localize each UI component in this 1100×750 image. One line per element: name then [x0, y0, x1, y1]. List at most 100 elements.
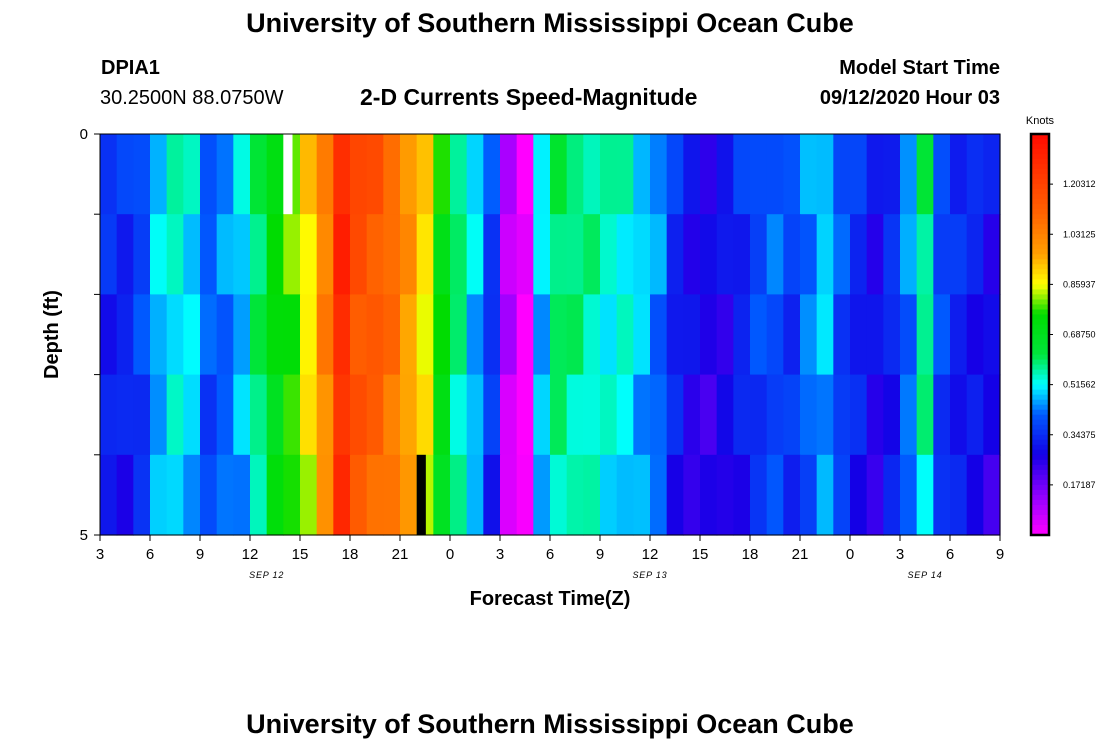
colorbar-segment [1031, 354, 1049, 361]
colorbar-segment [1031, 274, 1049, 280]
colorbar-segment [1031, 519, 1049, 526]
heatmap-cell [583, 454, 601, 536]
colorbar-tick-label: 0.17187 [1063, 480, 1096, 490]
x-tick-label: 12 [242, 546, 259, 563]
heatmap-cell [300, 134, 318, 215]
heatmap-cell [700, 374, 718, 456]
heatmap-cell [400, 454, 418, 536]
colorbar-segment [1031, 219, 1049, 225]
x-tick-label: 9 [196, 546, 204, 563]
heatmap-cell [116, 134, 134, 215]
colorbar-segment [1031, 229, 1049, 235]
heatmap-cell [733, 134, 751, 215]
heatmap-cell [933, 294, 951, 376]
heatmap-cell [450, 454, 468, 536]
model-start-label: Model Start Time [839, 57, 1000, 79]
heatmap-cell [650, 374, 668, 456]
colorbar-segment [1031, 494, 1049, 501]
heatmap-cell [133, 374, 151, 456]
heatmap-cell [133, 214, 151, 295]
heatmap-cell [133, 454, 151, 536]
heatmap-cell [550, 454, 568, 536]
colorbar-segment [1031, 159, 1049, 165]
heatmap-cell [966, 294, 984, 376]
heatmap-cell [500, 374, 518, 456]
heatmap-cell [150, 214, 168, 295]
heatmap-cell [616, 214, 634, 295]
heatmap-cell [500, 294, 518, 376]
heatmap-cell [866, 374, 884, 456]
heatmap-cell [266, 214, 284, 295]
colorbar-segment [1031, 374, 1049, 381]
heatmap-cell [800, 294, 818, 376]
heatmap-cell [783, 374, 801, 456]
heatmap-cell [116, 214, 134, 295]
heatmap-cell [833, 454, 851, 536]
heatmap-cell [433, 214, 451, 295]
heatmap-cell [816, 374, 834, 456]
heatmap-cell [233, 294, 251, 376]
heatmap-cell [216, 454, 234, 536]
heatmap-cell [316, 134, 334, 215]
heatmap-cell [533, 454, 551, 536]
heatmap-cell [600, 214, 618, 295]
heatmap-cell [750, 134, 768, 215]
heatmap-cell [433, 134, 451, 215]
heatmap-cell [816, 454, 834, 536]
colorbar-segment [1031, 144, 1049, 150]
heatmap-cell [533, 294, 551, 376]
heatmap-cell [566, 294, 584, 376]
heatmap-cell [600, 134, 618, 215]
heatmap-cell [633, 134, 651, 215]
heatmap-cell [583, 214, 601, 295]
colorbar-segment [1031, 344, 1049, 351]
heatmap-cell [866, 454, 884, 536]
heatmap-cell [333, 214, 351, 295]
heatmap-cell [100, 134, 118, 215]
heatmap-cell [200, 134, 218, 215]
heatmap-cell [833, 294, 851, 376]
colorbar-tick-label: 1.03125 [1063, 229, 1096, 239]
colorbar-segment [1031, 249, 1049, 255]
heatmap-cell [150, 374, 168, 456]
x-tick-label: 18 [742, 546, 759, 563]
heatmap-cell [683, 134, 701, 215]
heatmap-cell [633, 374, 651, 456]
heatmap-cell [333, 294, 351, 376]
x-tick-label: 3 [896, 546, 904, 563]
colorbar-segment [1031, 189, 1049, 195]
heatmap-cell [900, 454, 918, 536]
heatmap-cell [900, 134, 918, 215]
heatmap-cell [150, 454, 168, 536]
colorbar-segment [1031, 479, 1049, 486]
heatmap-cell [750, 454, 768, 536]
heatmap-cell [466, 454, 484, 536]
colorbar-segment [1031, 424, 1049, 431]
heatmap-cell [383, 374, 401, 456]
heatmap-cell [783, 294, 801, 376]
heatmap-cell [350, 454, 368, 536]
heatmap-cell [850, 374, 868, 456]
x-tick-label: 6 [546, 546, 554, 563]
colorbar-tick-label: 0.51562 [1063, 380, 1096, 390]
x-axis-title: Forecast Time(Z) [470, 588, 631, 610]
heatmap-cell [166, 134, 184, 215]
heatmap-cell [750, 294, 768, 376]
heatmap-cell [816, 294, 834, 376]
plot-subtitle: 2-D Currents Speed-Magnitude [360, 84, 698, 110]
heatmap-cell [250, 294, 268, 376]
heatmap-cell [350, 214, 368, 295]
colorbar-segment [1031, 484, 1049, 491]
heatmap-cell [733, 214, 751, 295]
station-coords: 30.2500N 88.0750W [100, 87, 284, 109]
heatmap-cell [150, 134, 168, 215]
colorbar-segment [1031, 524, 1049, 531]
colorbar-tick-label: 0.34375 [1063, 430, 1096, 440]
heatmap-cell [933, 134, 951, 215]
x-tick-label: 15 [692, 546, 709, 563]
colorbar-segment [1031, 399, 1049, 406]
heatmap-cell [800, 214, 818, 295]
heatmap-cell [900, 374, 918, 456]
colorbar-segment [1031, 509, 1049, 516]
heatmap-cell [283, 454, 301, 536]
